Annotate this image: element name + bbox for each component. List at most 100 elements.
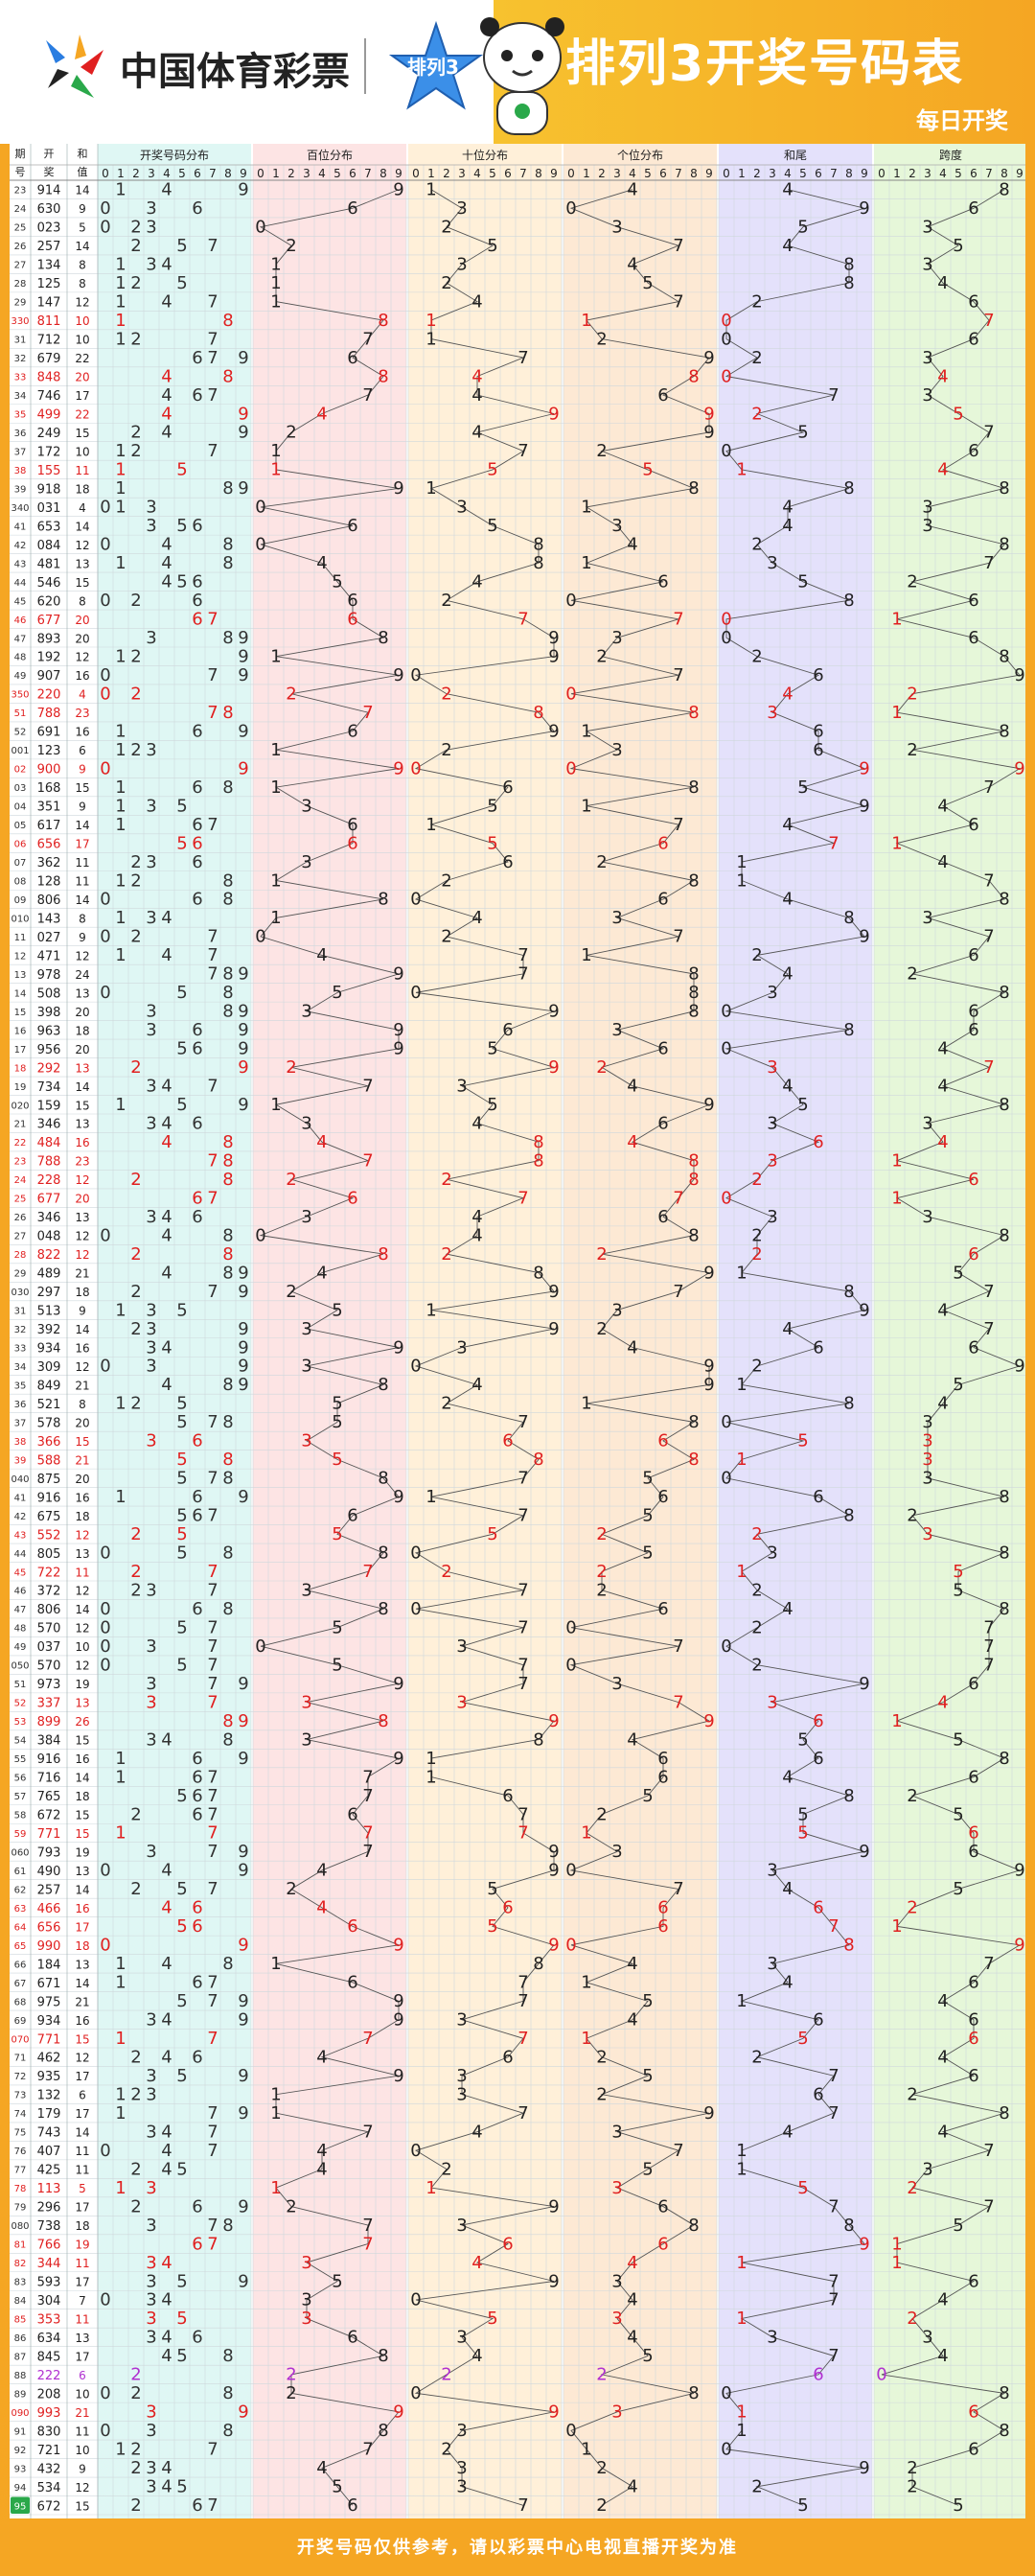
sum-tail-mark: 5 bbox=[797, 1804, 808, 1824]
hundreds-mark: 9 bbox=[393, 1337, 403, 1358]
tens-mark: 0 bbox=[410, 2141, 421, 2161]
tens-mark: 3 bbox=[456, 2084, 467, 2104]
units-mark: 5 bbox=[642, 460, 653, 480]
tens-mark: 7 bbox=[518, 1581, 528, 1601]
span-mark: 6 bbox=[968, 1823, 978, 1844]
tens-mark: 5 bbox=[487, 516, 497, 536]
span-mark: 8 bbox=[999, 2421, 1009, 2441]
digit-mark: 4 bbox=[161, 908, 172, 928]
digit-mark: 9 bbox=[238, 2271, 248, 2291]
span-mark: 8 bbox=[999, 535, 1009, 555]
sum-cell: 16 bbox=[75, 1342, 89, 1356]
units-mark: 8 bbox=[688, 2383, 699, 2403]
digit-mark: 7 bbox=[207, 385, 218, 406]
digit-mark: 8 bbox=[222, 1469, 233, 1489]
period-cell: 49 bbox=[14, 1642, 27, 1653]
sum-tail-mark: 0 bbox=[721, 628, 731, 648]
sum-tail-mark: 4 bbox=[782, 236, 793, 256]
period-cell: 83 bbox=[14, 2278, 27, 2288]
hundreds-mark: 7 bbox=[362, 2216, 373, 2236]
header: 中国体育彩票 排列3 排列3开奖号码表 每日开奖 bbox=[0, 0, 1035, 144]
draw-cell: 513 bbox=[37, 1305, 61, 1319]
hundreds-mark: 5 bbox=[332, 572, 342, 592]
sum-tail-mark: 3 bbox=[767, 553, 777, 573]
sum-cell: 21 bbox=[75, 1267, 89, 1281]
span-mark: 8 bbox=[999, 983, 1009, 1003]
units-mark: 4 bbox=[627, 1132, 637, 1152]
sum-cell: 11 bbox=[75, 2164, 89, 2177]
sum-cell: 4 bbox=[79, 688, 86, 702]
digit-mark: 1 bbox=[115, 945, 126, 965]
units-mark: 8 bbox=[688, 870, 699, 891]
draw-cell: 691 bbox=[37, 726, 61, 740]
header-units: 个位分布 bbox=[617, 148, 663, 162]
sum-cell: 13 bbox=[75, 1547, 89, 1561]
hundreds-mark: 4 bbox=[316, 2141, 327, 2161]
units-mark: 0 bbox=[565, 1936, 576, 1956]
sum-tail-mark: 1 bbox=[736, 2309, 747, 2329]
sum-tail-mark: 1 bbox=[736, 2421, 747, 2441]
digit-mark: 8 bbox=[222, 777, 233, 798]
digit-mark: 6 bbox=[192, 890, 202, 910]
digit-mark: 7 bbox=[207, 291, 218, 312]
draw-cell: 675 bbox=[37, 1510, 61, 1524]
units-mark: 4 bbox=[627, 1729, 637, 1750]
digit-mark: 1 bbox=[115, 1300, 126, 1320]
digit-mark: 2 bbox=[130, 2084, 141, 2104]
digit-mark: 5 bbox=[176, 1394, 187, 1414]
draw-cell: 037 bbox=[37, 1640, 61, 1655]
span-mark: 4 bbox=[937, 366, 948, 386]
tens-mark: 1 bbox=[426, 329, 436, 349]
header-span-tick: 5 bbox=[954, 167, 962, 180]
sum-cell: 10 bbox=[75, 1640, 89, 1654]
tens-mark: 0 bbox=[410, 890, 421, 910]
sum-cell: 6 bbox=[79, 2369, 86, 2382]
sum-tail-mark: 0 bbox=[721, 1188, 731, 1208]
units-mark: 3 bbox=[611, 740, 622, 760]
span-mark: 4 bbox=[937, 1394, 948, 1414]
tens-mark: 9 bbox=[548, 721, 559, 741]
period-cell: 25 bbox=[14, 1195, 27, 1205]
digit-mark: 4 bbox=[161, 423, 172, 443]
sum-tail-mark: 4 bbox=[782, 1319, 793, 1339]
hundreds-mark: 1 bbox=[270, 1095, 281, 1115]
hundreds-mark: 2 bbox=[286, 2383, 296, 2403]
sum-cell: 12 bbox=[75, 1248, 89, 1262]
sum-cell: 12 bbox=[75, 651, 89, 664]
digit-mark: 9 bbox=[238, 758, 248, 778]
span-mark: 6 bbox=[968, 2402, 978, 2423]
units-mark: 0 bbox=[565, 684, 576, 704]
digit-mark: 0 bbox=[100, 498, 110, 518]
sum-tail-mark: 1 bbox=[736, 852, 747, 872]
sum-cell: 12 bbox=[75, 1659, 89, 1673]
digit-mark: 9 bbox=[238, 1711, 248, 1731]
header-draw-a: 开 bbox=[44, 148, 55, 160]
span-mark: 1 bbox=[891, 2253, 902, 2273]
tens-mark: 3 bbox=[456, 2458, 467, 2478]
sum-cell: 16 bbox=[75, 1752, 89, 1766]
units-mark: 6 bbox=[657, 1749, 668, 1769]
digit-mark: 9 bbox=[238, 647, 248, 667]
digit-mark: 9 bbox=[238, 404, 248, 424]
units-mark: 2 bbox=[596, 1319, 607, 1339]
units-mark: 1 bbox=[581, 2029, 591, 2049]
digit-mark: 7 bbox=[207, 1991, 218, 2011]
span-mark: 4 bbox=[937, 2048, 948, 2068]
tens-mark: 8 bbox=[533, 535, 543, 555]
header-sum-tail-tick: 6 bbox=[815, 167, 822, 180]
period-cell: 090 bbox=[11, 2408, 29, 2419]
units-mark: 3 bbox=[611, 1020, 622, 1040]
sum-tail-mark: 1 bbox=[736, 1562, 747, 1582]
units-mark: 2 bbox=[596, 1057, 607, 1078]
digit-mark: 2 bbox=[130, 870, 141, 891]
draw-cell: 425 bbox=[37, 2164, 61, 2178]
digit-mark: 9 bbox=[238, 1842, 248, 1862]
header-tens-tick: 8 bbox=[535, 167, 542, 180]
span-mark: 3 bbox=[922, 1450, 932, 1470]
units-mark: 5 bbox=[642, 2066, 653, 2086]
span-mark: 9 bbox=[1014, 1357, 1024, 1377]
logo-divider bbox=[364, 38, 366, 94]
span-mark: 2 bbox=[907, 1506, 917, 1526]
span-mark: 6 bbox=[968, 329, 978, 349]
draw-cell: 257 bbox=[37, 1883, 61, 1897]
